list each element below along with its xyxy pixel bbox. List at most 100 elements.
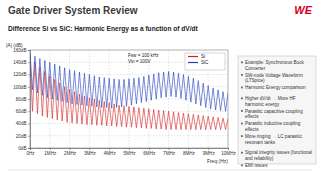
tick: 10MHz — [221, 148, 236, 156]
x-axis: 0Hz 1MHz 2MHz 3MHz 4MHz 5MHz 6MHz 7MHz 8MHz 9MHz 1… — [26, 148, 236, 156]
tick-label: 140dB — [13, 60, 26, 65]
tick-mark — [30, 148, 31, 150]
bullet-panel — [238, 56, 316, 164]
bullet: Example: Synchronous BuckConverter — [245, 60, 304, 71]
y-axis: 0dB 20dB 40dB 60dB 80dB 100dB 120dB 140dB 160dB — [13, 48, 30, 151]
tick: 5MHz — [124, 148, 137, 156]
tick-label: 60dB — [16, 109, 27, 114]
tick-label: 160dB — [13, 48, 26, 53]
tick: 140dB — [13, 60, 30, 65]
tick-mark — [28, 75, 30, 76]
tick: 100dB — [13, 85, 30, 90]
background — [0, 0, 320, 180]
logo: WE — [294, 4, 312, 16]
tick-label: 6MHz — [143, 151, 156, 156]
tick: 7MHz — [163, 148, 176, 156]
bullet-marker — [241, 87, 243, 89]
tick-label: 8MHz — [183, 151, 196, 156]
tick-mark — [28, 136, 30, 137]
tick: 80dB — [16, 97, 30, 102]
axis-line — [31, 149, 229, 151]
bullet: Higher dV/dt → More HFharmonic energy — [245, 96, 296, 107]
bullet: SW-node Voltage Waveform(LTSpice) — [245, 73, 303, 84]
bullet-marker — [241, 164, 243, 166]
tick-mark — [228, 148, 229, 150]
bullet-marker — [241, 123, 243, 125]
grid-line — [109, 50, 110, 148]
tick-label: 0dB — [18, 146, 26, 151]
bullet: Parasitic capacitive couplingeffects — [245, 109, 303, 120]
tick-mark — [208, 148, 209, 150]
tick-mark — [28, 124, 30, 125]
tick-label: 2MHz — [64, 151, 77, 156]
tick-mark — [70, 148, 71, 150]
tick: 2MHz — [64, 148, 77, 156]
tick: 120dB — [13, 72, 30, 77]
grid-line — [168, 50, 169, 148]
grid-line — [148, 50, 149, 148]
annotation: Vin = 100V — [128, 59, 151, 64]
tick-mark — [169, 148, 170, 150]
slide: Gate Driver System Review WE Difference Si… — [0, 0, 320, 180]
tick-label: 3MHz — [84, 151, 97, 156]
series-line — [30, 53, 228, 111]
tick-mark — [149, 148, 150, 150]
legend-label: SiC — [201, 60, 209, 65]
tick-label: 5MHz — [124, 151, 137, 156]
legend-box — [185, 53, 225, 70]
title: Gate Driver System Review — [8, 5, 138, 16]
tick-mark — [28, 148, 30, 149]
bullet-marker — [241, 97, 243, 99]
tick: 6MHz — [143, 148, 156, 156]
tick-label: 9MHz — [203, 151, 216, 156]
tick: 9MHz — [203, 148, 216, 156]
tick-mark — [188, 148, 189, 150]
tick: 20dB — [16, 134, 30, 139]
legend-swatch — [188, 62, 198, 63]
tick-label: 7MHz — [163, 151, 176, 156]
bullet: Parasitic inductive couplingeffects — [245, 121, 301, 132]
subtitle: Difference Si vs SiC: Harmonic Energy as… — [8, 25, 199, 33]
tick: 40dB — [16, 121, 30, 126]
plot-area — [30, 53, 228, 130]
tick: 60dB — [16, 109, 30, 114]
tick-mark — [109, 148, 110, 150]
tick-label: 20dB — [16, 134, 27, 139]
plot-frame — [30, 50, 228, 148]
tick-label: 1MHz — [44, 151, 57, 156]
tick-mark — [28, 87, 30, 88]
bullet: More ringing → LC parasiticresonant tank… — [245, 134, 303, 145]
bullet-marker — [241, 152, 243, 154]
legend-swatch — [188, 56, 198, 57]
tick-mark — [28, 99, 30, 100]
legend-label: Si — [201, 54, 205, 59]
tick-label: 10MHz — [221, 151, 236, 156]
tick: 8MHz — [183, 148, 196, 156]
tick-label: 120dB — [13, 72, 26, 77]
axis-line — [28, 51, 31, 149]
tick-mark — [28, 62, 30, 63]
tick: 4MHz — [104, 148, 117, 156]
bullet: Signal integrity issues (functionaland r… — [245, 150, 312, 161]
tick-mark — [129, 148, 130, 150]
grid — [30, 50, 228, 148]
tick: 0Hz — [26, 148, 35, 156]
bullet-marker — [241, 61, 243, 63]
tick-label: 40dB — [16, 121, 27, 126]
grid-line — [69, 50, 70, 148]
x-axis-title: Freq (Hz) — [207, 158, 228, 164]
tick: 1MHz — [44, 148, 57, 156]
y-axis-title: |A| (dB) — [6, 42, 23, 48]
tick-label: 0Hz — [26, 151, 35, 156]
tick-mark — [89, 148, 90, 150]
tick-label: 4MHz — [104, 151, 117, 156]
legend: SiSiC — [185, 53, 225, 70]
tick-mark — [28, 50, 30, 51]
tick-label: 100dB — [13, 85, 26, 90]
grid-line — [228, 50, 229, 148]
tick: 160dB — [13, 48, 30, 53]
bullet-marker — [241, 110, 243, 112]
footer-line — [8, 170, 312, 171]
tick-label: 80dB — [16, 97, 27, 102]
annotation: Fsw = 100 kHz — [128, 53, 159, 58]
